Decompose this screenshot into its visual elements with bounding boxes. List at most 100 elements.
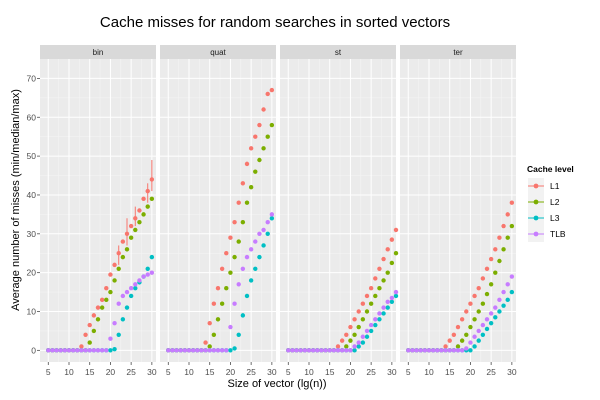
panel-strip-label: st [335,48,342,57]
data-point [120,317,126,322]
data-point [232,346,237,351]
data-point [70,348,76,353]
data-point [120,239,126,244]
data-point [211,332,217,338]
data-point [344,332,349,338]
data-point [294,348,299,353]
data-point [480,276,486,281]
data-point [244,200,250,205]
data-point [224,348,229,353]
chart-title: Cache misses for random searches in sort… [100,14,450,31]
data-point [253,239,258,244]
data-point [348,348,353,353]
data-point [236,200,241,205]
data-point [207,344,212,349]
data-point [306,348,312,353]
data-point [219,348,225,353]
data-point [190,348,196,353]
data-point [269,87,275,93]
data-point [83,348,88,353]
data-point [141,274,146,279]
data-point [124,305,130,310]
data-point [203,340,208,345]
data-point [352,317,357,322]
data-point [464,309,469,314]
data-point [480,301,486,306]
data-point [257,231,262,237]
legend-key-point [533,231,539,237]
panel-strip [40,45,156,59]
data-point [104,297,109,303]
data-point [228,324,233,330]
data-point [501,247,506,252]
data-point [79,344,84,349]
data-point [244,161,250,167]
legend-label-l2: L2 [550,197,560,207]
data-point [373,276,378,281]
x-tick-label: 30 [267,367,277,377]
x-tick-label: 15 [445,367,455,377]
data-point [120,254,126,260]
data-point [505,282,510,287]
x-tick-label: 15 [85,367,95,377]
data-point [488,256,494,262]
data-point [501,289,506,295]
data-point [360,334,366,339]
data-point [195,348,200,353]
data-point [137,278,142,283]
data-point [215,348,221,353]
data-point [360,340,366,345]
data-point [352,344,357,349]
data-point [257,157,262,163]
y-tick-label: 50 [27,151,37,161]
data-point [484,317,490,322]
data-point [381,305,386,310]
data-point [385,247,390,252]
data-point [265,91,270,97]
data-point [87,340,92,345]
x-tick-label: 10 [424,367,434,377]
data-point [501,223,506,229]
data-point [290,348,295,353]
data-point [91,348,97,353]
data-point [476,338,481,343]
data-point [414,348,419,353]
panel-background [400,59,516,362]
data-point [128,223,134,229]
legend-key-point [533,199,539,205]
data-point [435,348,440,353]
data-point [344,344,349,349]
data-point [327,348,332,353]
data-point [368,285,374,291]
y-tick-label: 70 [27,73,37,83]
data-point [236,282,241,287]
data-point [269,216,275,221]
data-point [137,208,142,213]
data-point [87,322,92,328]
data-point [50,348,55,353]
panel-strip-label: quat [210,48,226,57]
panels: 0 10 20 30 40 50 60 70 bin 5 10 15 20 25 30 quat 5 10 15 20… [27,45,517,377]
data-point [348,338,353,343]
data-point [476,285,481,291]
data-point [464,346,469,351]
data-point [418,348,423,353]
data-point [145,266,150,271]
data-point [335,344,341,349]
data-point [422,348,428,353]
data-point [459,338,465,343]
data-point [360,317,366,322]
data-point [224,251,229,256]
data-point [377,317,382,322]
data-point [459,317,465,322]
x-axis-title: Size of vector (lg(n)) [227,378,326,390]
data-point [261,227,266,233]
y-tick-label: 60 [27,112,37,122]
data-point [124,289,130,295]
data-point [381,278,386,283]
data-point [493,315,498,320]
data-point [240,219,246,225]
data-point [99,348,105,353]
x-tick-label: 25 [246,367,256,377]
